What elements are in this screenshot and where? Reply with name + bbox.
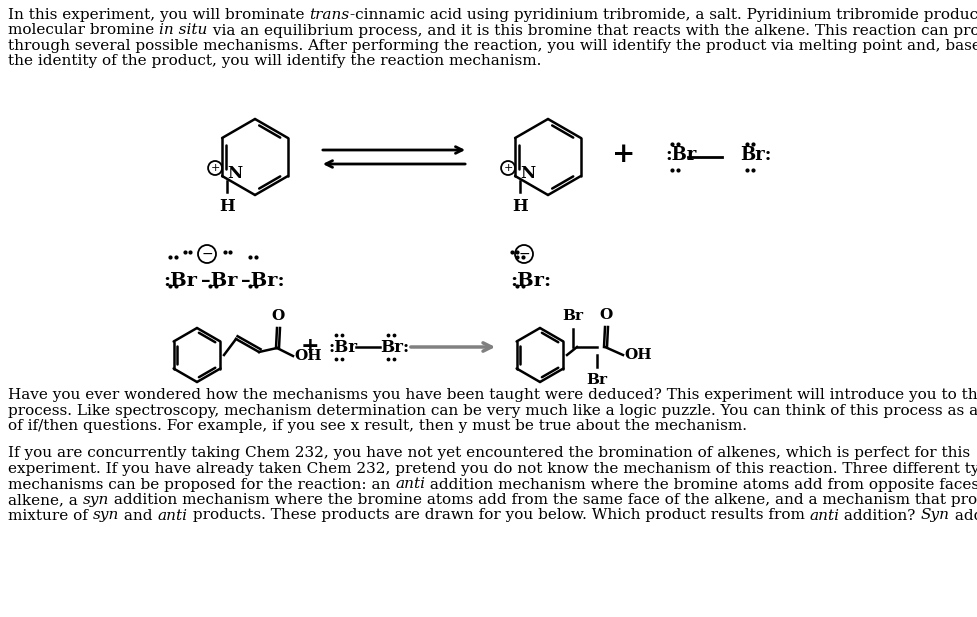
Text: addition mechanism where the bromine atoms add from opposite faces of the: addition mechanism where the bromine ato… bbox=[425, 478, 977, 492]
Text: and: and bbox=[119, 508, 157, 523]
Text: O: O bbox=[599, 308, 612, 322]
Text: via an equilibrium process, and it is this bromine that reacts with the alkene. : via an equilibrium process, and it is th… bbox=[207, 23, 977, 38]
Text: N: N bbox=[520, 165, 534, 183]
Text: :Br:: :Br: bbox=[509, 272, 551, 290]
Text: Br:: Br: bbox=[380, 339, 408, 355]
Text: Br: Br bbox=[562, 309, 583, 323]
Text: addition?: addition? bbox=[838, 508, 919, 523]
Text: mixture of: mixture of bbox=[8, 508, 93, 523]
Text: :Br: :Br bbox=[163, 272, 196, 290]
Text: Syn: Syn bbox=[919, 508, 949, 523]
Text: –Br: –Br bbox=[201, 272, 237, 290]
Text: anti: anti bbox=[395, 478, 425, 492]
Text: O: O bbox=[271, 309, 284, 323]
Text: +: + bbox=[210, 163, 220, 173]
Text: :Br: :Br bbox=[664, 146, 696, 164]
Text: -cinnamic acid using pyridinium tribromide, a salt. Pyridinium tribromide produc: -cinnamic acid using pyridinium tribromi… bbox=[349, 8, 977, 22]
Text: +: + bbox=[612, 141, 635, 168]
Text: addition?: addition? bbox=[949, 508, 977, 523]
Text: :Br: :Br bbox=[327, 339, 357, 355]
Text: H: H bbox=[219, 198, 234, 215]
Text: OH: OH bbox=[294, 349, 321, 363]
Text: syn: syn bbox=[93, 508, 119, 523]
Text: OH: OH bbox=[623, 348, 651, 362]
Text: process. Like spectroscopy, mechanism determination can be very much like a logi: process. Like spectroscopy, mechanism de… bbox=[8, 404, 977, 418]
Text: Br: Br bbox=[586, 373, 607, 387]
Text: alkene, a: alkene, a bbox=[8, 493, 82, 507]
Text: In this experiment, you will brominate: In this experiment, you will brominate bbox=[8, 8, 309, 22]
Text: +: + bbox=[300, 336, 319, 358]
Text: products. These products are drawn for you below. Which product results from: products. These products are drawn for y… bbox=[188, 508, 808, 523]
Text: Have you ever wondered how the mechanisms you have been taught were deduced? Thi: Have you ever wondered how the mechanism… bbox=[8, 388, 977, 402]
Text: the identity of the product, you will identify the reaction mechanism.: the identity of the product, you will id… bbox=[8, 54, 541, 68]
Text: of if/then questions. For example, if you see x result, then y must be true abou: of if/then questions. For example, if yo… bbox=[8, 419, 746, 433]
Text: trans: trans bbox=[309, 8, 349, 22]
Text: anti: anti bbox=[157, 508, 188, 523]
Text: in situ: in situ bbox=[159, 23, 207, 38]
Text: N: N bbox=[227, 165, 242, 183]
Text: H: H bbox=[512, 198, 528, 215]
Text: mechanisms can be proposed for the reaction: an: mechanisms can be proposed for the react… bbox=[8, 478, 395, 492]
Text: molecular bromine: molecular bromine bbox=[8, 23, 159, 38]
Text: −: − bbox=[518, 247, 530, 261]
Text: +: + bbox=[503, 163, 512, 173]
Text: experiment. If you have already taken Chem 232, pretend you do not know the mech: experiment. If you have already taken Ch… bbox=[8, 462, 977, 476]
Text: If you are concurrently taking Chem 232, you have not yet encountered the bromin: If you are concurrently taking Chem 232,… bbox=[8, 447, 969, 460]
Text: through several possible mechanisms. After performing the reaction, you will ide: through several possible mechanisms. Aft… bbox=[8, 39, 977, 53]
Text: Br:: Br: bbox=[740, 146, 771, 164]
Text: syn: syn bbox=[82, 493, 108, 507]
Text: anti: anti bbox=[808, 508, 838, 523]
Text: –Br:: –Br: bbox=[240, 272, 284, 290]
Text: −: − bbox=[201, 247, 213, 261]
Text: addition mechanism where the bromine atoms add from the same face of the alkene,: addition mechanism where the bromine ato… bbox=[108, 493, 977, 507]
